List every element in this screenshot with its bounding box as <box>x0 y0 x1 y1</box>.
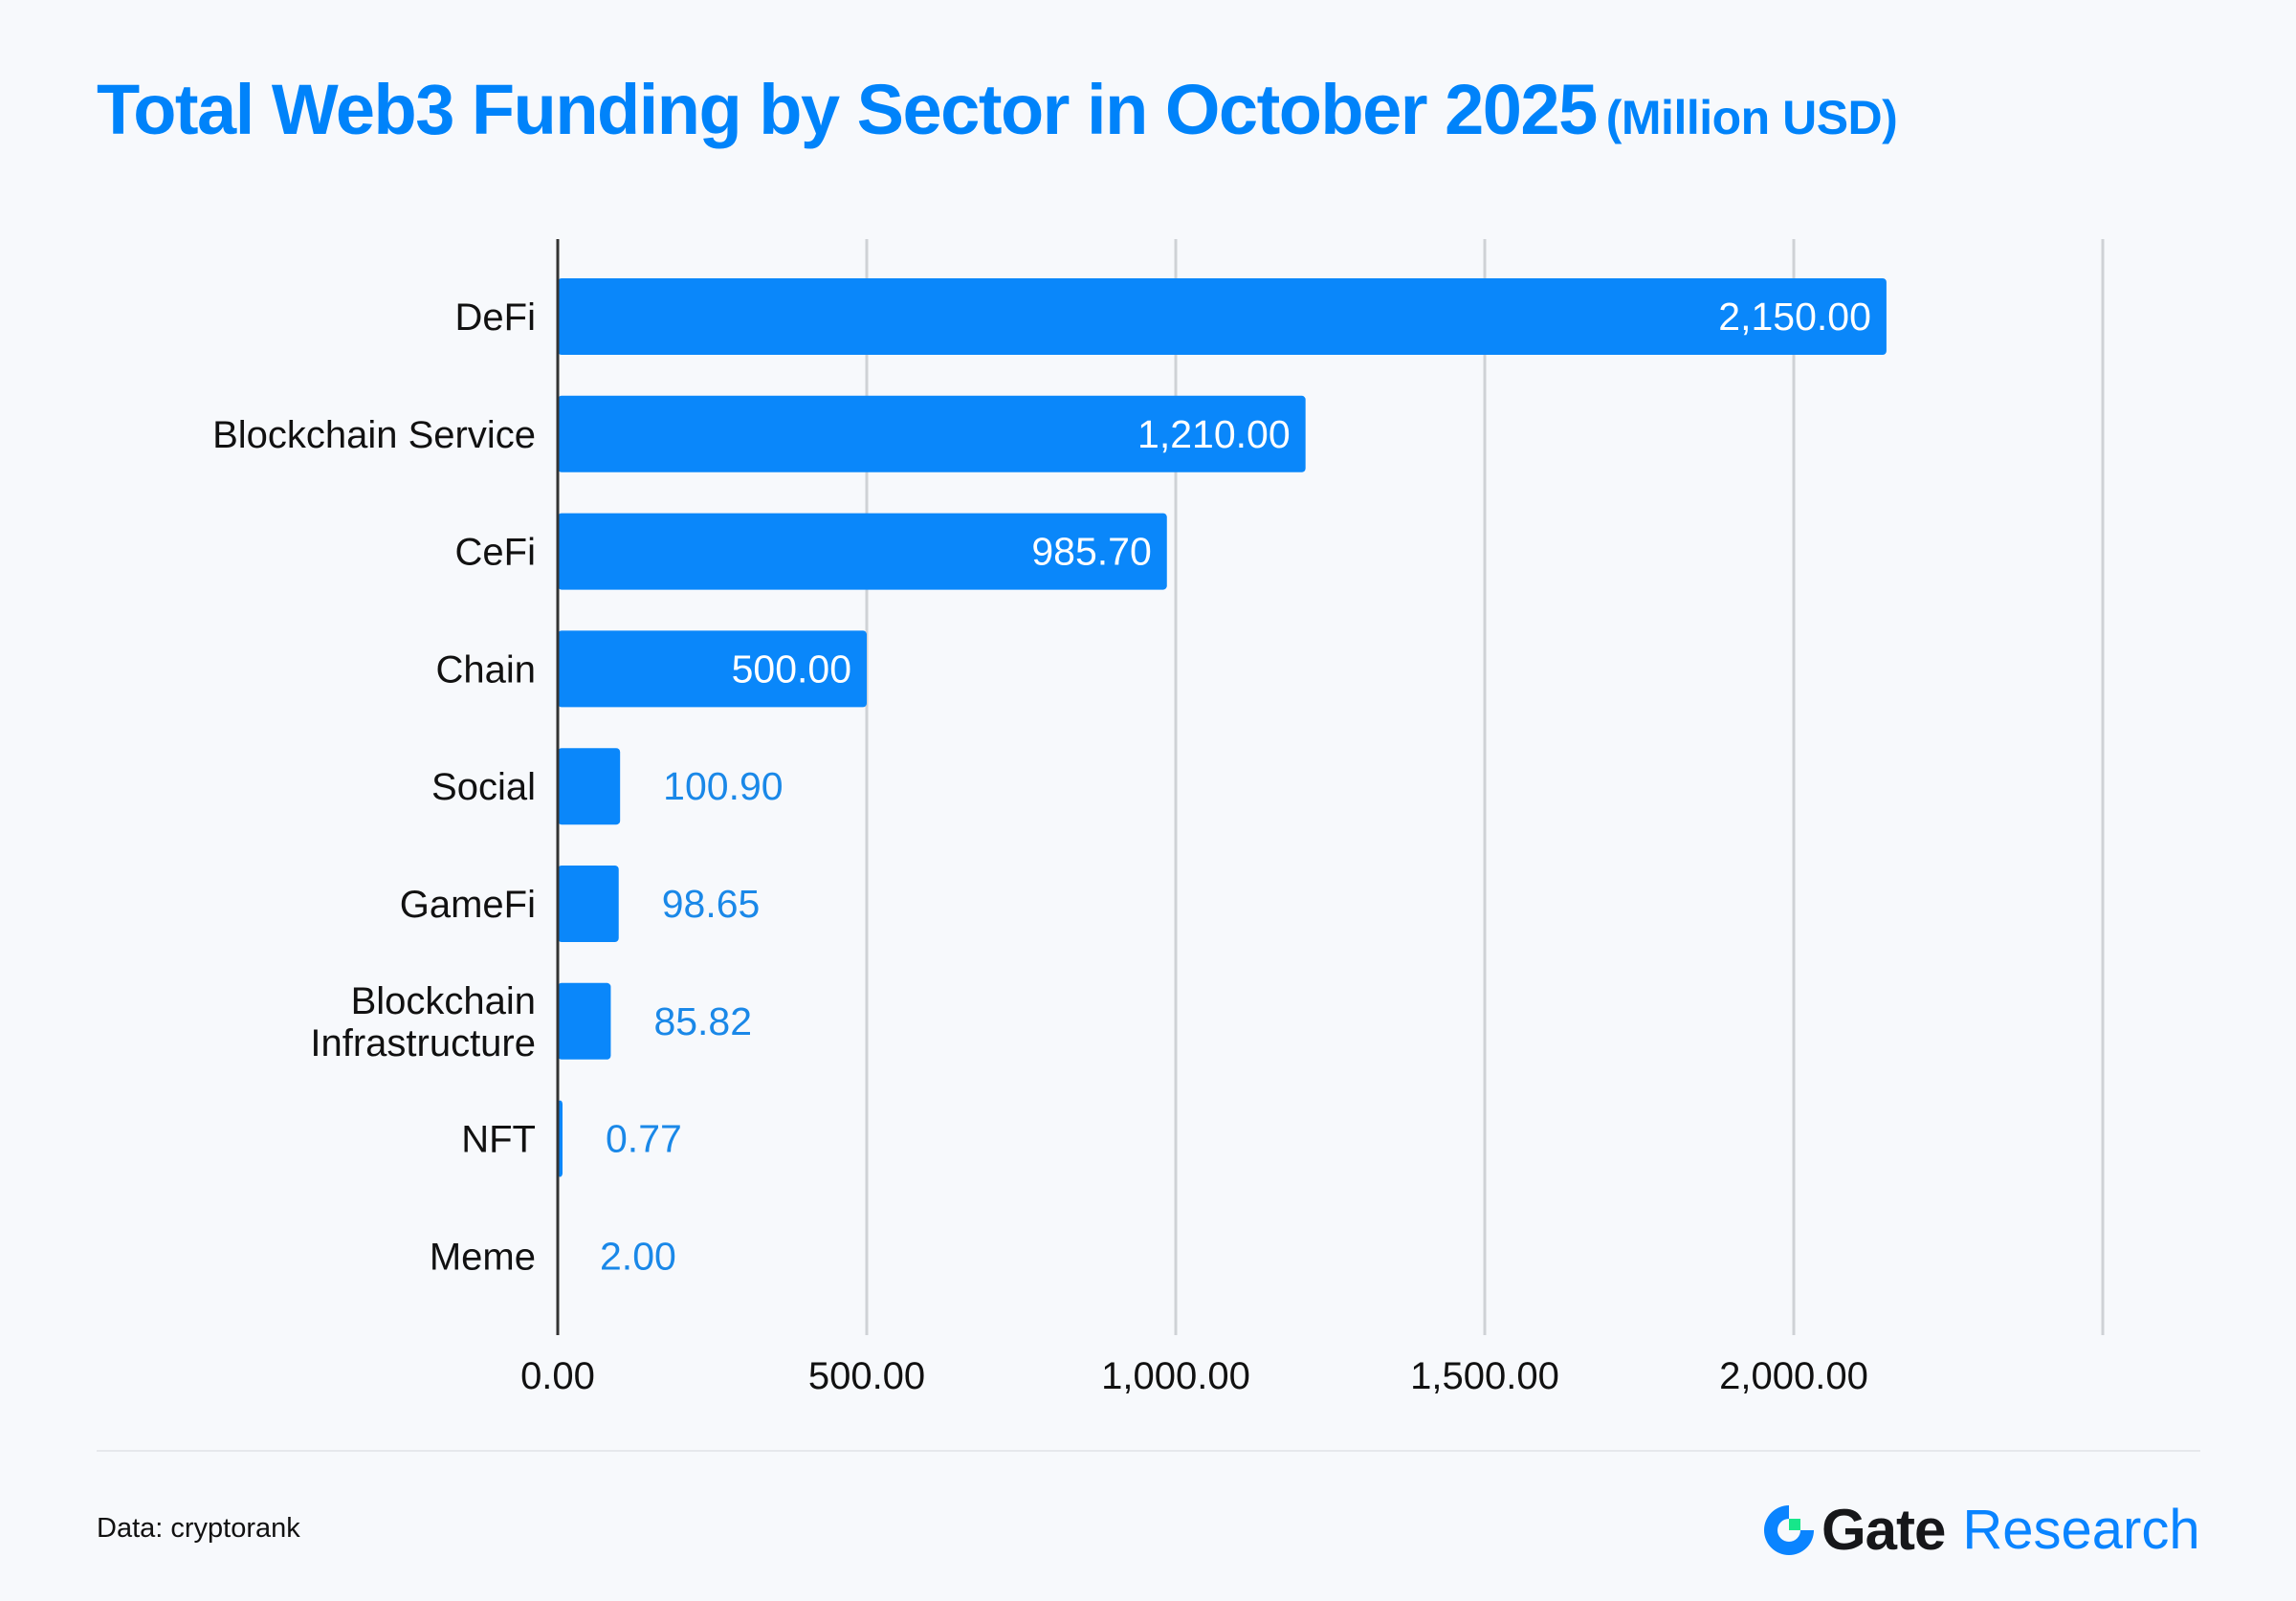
value-label: 85.82 <box>653 999 752 1043</box>
bar-social <box>558 748 621 825</box>
value-label: 2.00 <box>600 1234 676 1278</box>
x-tick-label: 1,000.00 <box>1101 1355 1250 1397</box>
category-label: CeFi <box>455 532 536 574</box>
title-unit: (Million USD) <box>1605 91 1898 144</box>
category-label: GameFi <box>400 884 536 926</box>
gate-logo-icon <box>1764 1504 1814 1555</box>
bar-chain <box>558 630 867 708</box>
value-label: 1,210.00 <box>1137 412 1291 456</box>
brand-suffix: Research <box>1962 1499 2200 1561</box>
bar-blockchain-service <box>558 395 1306 472</box>
x-tick-label: 1,500.00 <box>1410 1355 1559 1397</box>
x-tick-label: 500.00 <box>808 1355 925 1397</box>
value-label: 0.77 <box>606 1117 682 1161</box>
category-label: Blockchain Service <box>212 414 536 456</box>
x-tick-label: 0.00 <box>520 1355 595 1397</box>
brand-name: Gate <box>1821 1498 1946 1562</box>
value-label: 500.00 <box>732 647 851 691</box>
category-label: Social <box>431 766 536 808</box>
category-label: Chain <box>435 648 536 691</box>
value-label: 985.70 <box>1031 530 1151 574</box>
footer-divider <box>97 1450 2200 1452</box>
value-label: 2,150.00 <box>1718 295 1871 339</box>
category-label: DeFi <box>455 296 536 339</box>
title-main: Total Web3 Funding by Sector in October … <box>97 70 1598 149</box>
chart-title: Total Web3 Funding by Sector in October … <box>97 69 1898 150</box>
x-tick-label: 2,000.00 <box>1719 1355 1868 1397</box>
category-label: Meme <box>430 1236 536 1278</box>
gate-research-logo: Gate Research <box>1762 1497 2200 1563</box>
category-label: NFT <box>461 1119 536 1161</box>
data-source: Data: cryptorank <box>97 1513 300 1544</box>
bar-gamefi <box>558 866 619 942</box>
bar-cefi <box>558 513 1167 590</box>
bar-chart: 0.00 500.00 1,000.00 1,500.00 2,000.00 DeFi 2,… <box>212 239 2105 1397</box>
category-label: Blockchain Infrastructure <box>310 980 536 1064</box>
value-label: 100.90 <box>663 764 783 808</box>
bar-defi <box>558 278 1887 355</box>
value-label: 98.65 <box>662 882 761 926</box>
bar-blockchain-infrastructure <box>558 982 611 1060</box>
